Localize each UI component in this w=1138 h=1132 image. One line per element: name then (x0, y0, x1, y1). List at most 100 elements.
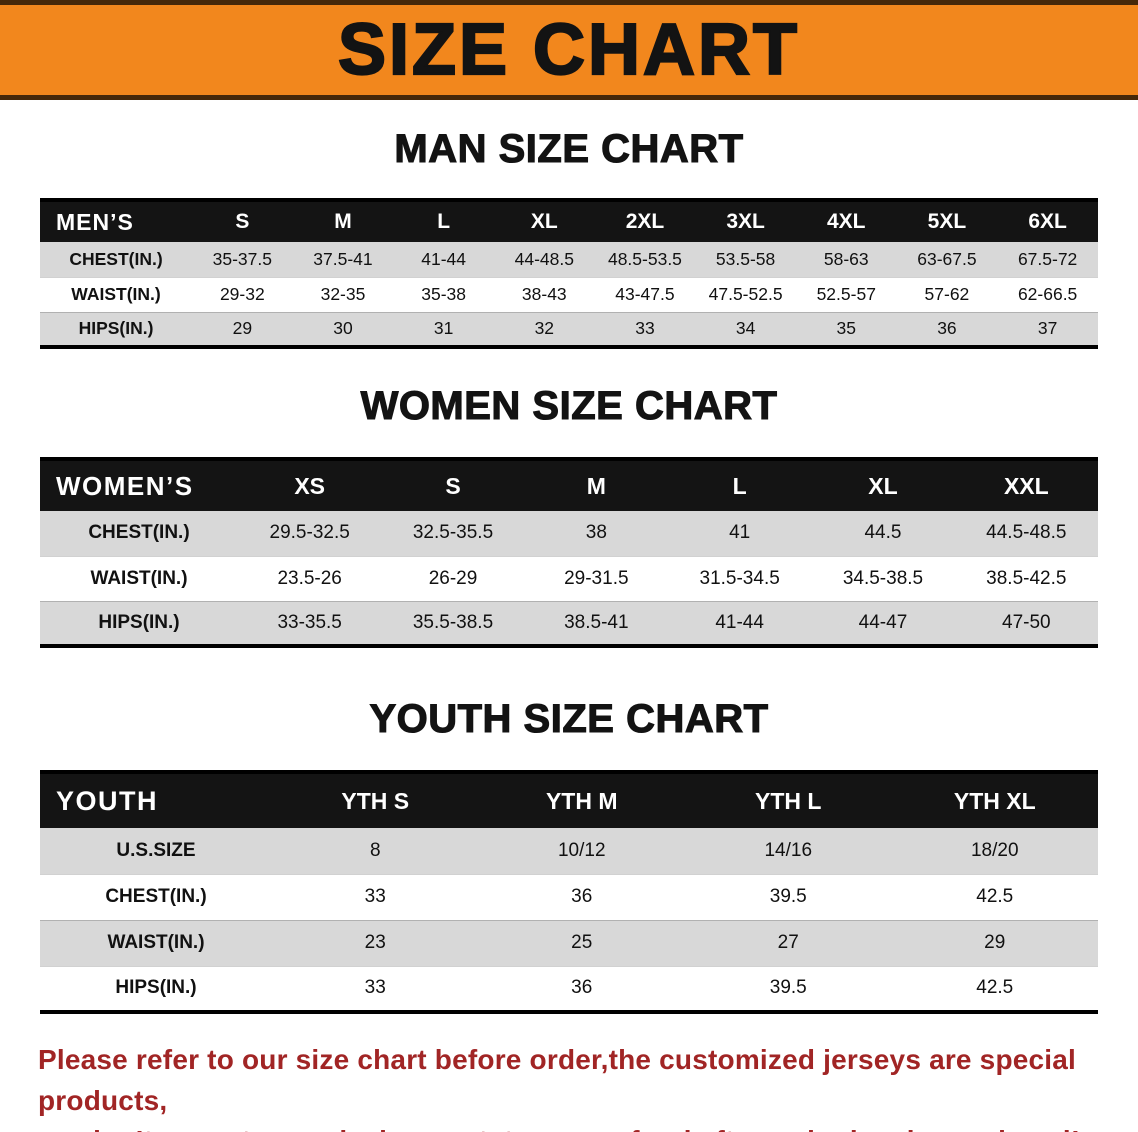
size-value-cell: 39.5 (685, 965, 892, 1012)
size-column-header: S (381, 459, 525, 511)
size-column-header: XXL (954, 459, 1098, 511)
row-label-cell: U.S.SIZE (40, 828, 272, 874)
size-value-cell: 53.5-58 (695, 242, 796, 277)
size-value-cell: 36 (896, 311, 998, 347)
size-value-cell: 32.5-35.5 (381, 511, 525, 556)
size-value-cell: 8 (272, 828, 479, 874)
table-title-cell: MEN’S (40, 200, 192, 242)
size-value-cell: 25 (478, 919, 685, 966)
size-value-cell: 18/20 (891, 828, 1098, 874)
size-value-cell: 41 (667, 511, 812, 556)
size-value-cell: 23 (272, 919, 479, 966)
table-title-cell: YOUTH (40, 772, 272, 828)
youth-chart-heading: YOUTH SIZE CHART (369, 696, 769, 741)
row-label-cell: WAIST(IN.) (40, 276, 192, 312)
size-value-cell: 58-63 (795, 242, 897, 277)
table-header-row: YOUTH YTH S YTH M YTH L YTH XL (40, 772, 1098, 828)
size-value-cell: 35 (795, 311, 897, 347)
size-column-header: YTH S (272, 772, 479, 828)
size-value-cell: 44.5-48.5 (954, 511, 1098, 556)
footer-note: Please refer to our size chart before or… (38, 1040, 1138, 1132)
table-title-cell: WOMEN’S (40, 459, 238, 511)
row-label-cell: CHEST(IN.) (40, 242, 192, 277)
size-value-cell: 35-37.5 (192, 242, 293, 277)
size-value-cell: 67.5-72 (997, 242, 1098, 277)
size-column-header: M (524, 459, 668, 511)
table-header-row: MEN’S S M L XL 2XL 3XL 4XL 5XL 6XL (40, 200, 1098, 242)
measurement-row: WAIST(IN.) 29-32 32-35 35-38 38-43 43-47.5 47.… (40, 276, 1098, 312)
men-size-table: MEN’S S M L XL 2XL 3XL 4XL 5XL 6XL CHEST(IN.) 35-37… (40, 198, 1098, 349)
note-line-2: we don’t accept cancel, change, teturn o… (38, 1121, 1138, 1132)
size-value-cell: 48.5-53.5 (594, 242, 696, 277)
size-value-cell: 33 (594, 311, 696, 347)
measurement-row: HIPS(IN.) 33-35.5 35.5-38.5 38.5-41 41-44 44-… (40, 600, 1098, 646)
size-value-cell: 52.5-57 (795, 276, 897, 312)
size-value-cell: 33 (272, 965, 479, 1012)
size-value-cell: 39.5 (685, 873, 892, 920)
size-value-cell: 14/16 (685, 828, 892, 874)
size-value-cell: 44-47 (811, 600, 955, 646)
row-label-cell: HIPS(IN.) (40, 600, 238, 646)
size-value-cell: 57-62 (896, 276, 998, 312)
size-value-cell: 47-50 (954, 600, 1098, 646)
row-label-cell: HIPS(IN.) (40, 965, 272, 1012)
size-column-header: XS (238, 459, 382, 511)
size-value-cell: 26-29 (381, 555, 525, 601)
size-column-header: 6XL (997, 200, 1098, 242)
measurement-row: CHEST(IN.) 35-37.5 37.5-41 41-44 44-48.5 48.5… (40, 242, 1098, 277)
size-value-cell: 34.5-38.5 (811, 555, 955, 601)
size-value-cell: 27 (685, 919, 892, 966)
size-value-cell: 43-47.5 (594, 276, 696, 312)
size-value-cell: 35-38 (393, 276, 494, 312)
row-label-cell: WAIST(IN.) (40, 555, 238, 601)
size-value-cell: 29-32 (192, 276, 293, 312)
page-title: SIZE CHART (337, 10, 800, 90)
men-size-chart-section: MAN SIZE CHART MEN’S S M L XL 2XL 3XL 4XL 5XL 6XL… (0, 126, 1138, 349)
size-value-cell: 32-35 (292, 276, 394, 312)
size-value-cell: 37 (997, 311, 1098, 347)
measurement-row: HIPS(IN.) 29 30 31 32 33 34 35 36 37 (40, 311, 1098, 347)
size-column-header: 5XL (896, 200, 998, 242)
row-label-cell: WAIST(IN.) (40, 919, 272, 966)
note-line-1: Please refer to our size chart before or… (38, 1044, 1077, 1116)
size-value-cell: 33-35.5 (238, 600, 382, 646)
men-chart-heading: MAN SIZE CHART (394, 126, 744, 171)
size-column-header: 3XL (695, 200, 796, 242)
size-value-cell: 63-67.5 (896, 242, 998, 277)
size-value-cell: 42.5 (891, 965, 1098, 1012)
size-value-cell: 34 (695, 311, 796, 347)
banner: SIZE CHART (0, 0, 1138, 100)
row-label-cell: HIPS(IN.) (40, 311, 192, 347)
size-value-cell: 38.5-42.5 (954, 555, 1098, 601)
measurement-row: WAIST(IN.) 23.5-26 26-29 29-31.5 31.5-34.5 34… (40, 555, 1098, 601)
youth-size-chart-section: YOUTH SIZE CHART YOUTH YTH S YTH M YTH L YTH… (0, 696, 1138, 1014)
women-chart-heading: WOMEN SIZE CHART (360, 383, 778, 428)
size-column-header: L (393, 200, 494, 242)
size-value-cell: 29 (891, 919, 1098, 966)
size-value-cell: 42.5 (891, 873, 1098, 920)
size-column-header: 2XL (594, 200, 696, 242)
size-value-cell: 38-43 (493, 276, 595, 312)
size-column-header: L (667, 459, 812, 511)
measurement-row: WAIST(IN.) 23 25 27 29 (40, 919, 1098, 966)
measurement-row: CHEST(IN.) 33 36 39.5 42.5 (40, 873, 1098, 920)
size-value-cell: 41-44 (667, 600, 812, 646)
size-column-header: YTH XL (891, 772, 1098, 828)
size-value-cell: 36 (478, 873, 685, 920)
row-label-cell: CHEST(IN.) (40, 873, 272, 920)
size-column-header: YTH L (685, 772, 892, 828)
table-header-row: WOMEN’S XS S M L XL XXL (40, 459, 1098, 511)
measurement-row: HIPS(IN.) 33 36 39.5 42.5 (40, 965, 1098, 1012)
size-value-cell: 29-31.5 (524, 555, 668, 601)
size-column-header: 4XL (795, 200, 897, 242)
size-value-cell: 23.5-26 (238, 555, 382, 601)
size-column-header: M (292, 200, 394, 242)
size-column-header: XL (811, 459, 955, 511)
size-value-cell: 36 (478, 965, 685, 1012)
youth-size-table: YOUTH YTH S YTH M YTH L YTH XL U.S.SIZE 8 10/12… (40, 770, 1098, 1014)
size-value-cell: 44.5 (811, 511, 955, 556)
size-value-cell: 10/12 (478, 828, 685, 874)
size-column-header: XL (493, 200, 595, 242)
women-size-table: WOMEN’S XS S M L XL XXL CHEST(IN.) 29.5-32.5 32.5… (40, 457, 1098, 648)
size-value-cell: 38 (524, 511, 668, 556)
